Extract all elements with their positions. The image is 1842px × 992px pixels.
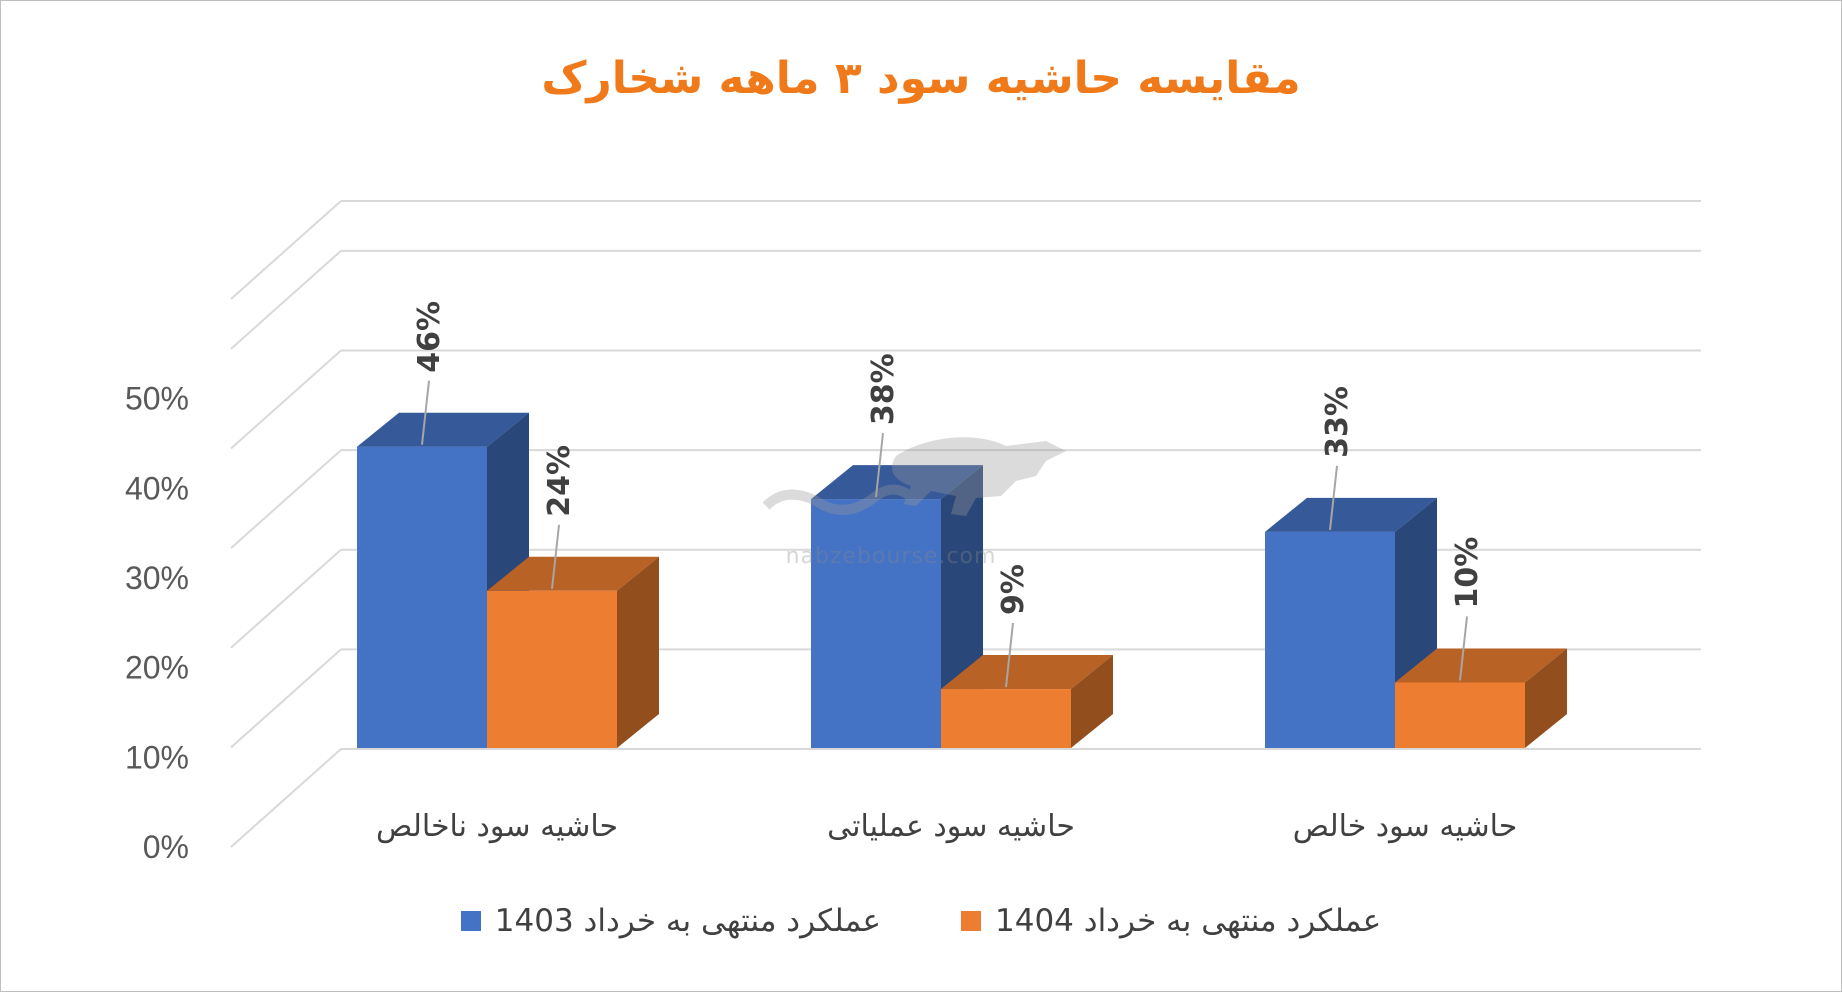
gridline (230, 249, 1701, 350)
bull-icon (762, 437, 1066, 516)
y-axis: 0% 10% 20% 30% 40% 50% (125, 381, 189, 865)
watermark-text: nabzebourse.com (785, 544, 997, 569)
legend-swatch (961, 911, 981, 931)
gridline (230, 548, 1701, 649)
category-label: حاشیه سود عملیاتی (827, 809, 1075, 844)
leader-line (1329, 465, 1338, 530)
data-label: 24% (542, 445, 577, 517)
data-labels: 46% 24% 38% 9% 33% 10% (412, 301, 1485, 688)
data-label: 9% (996, 564, 1031, 615)
y-tick-label: 40% (125, 470, 189, 506)
gridline (230, 200, 1701, 300)
chart-plot: 0% 10% 20% 30% 40% 50% 46% 24% 38% 9% 33% 10% حاشی… (125, 200, 1701, 865)
legend: عملکرد منتهی به خرداد 1404 عملکرد منتهی ب… (1, 896, 1841, 946)
legend-label: عملکرد منتهی به خرداد 1403 (494, 903, 881, 939)
watermark-logo: nabzebourse.com (746, 426, 1086, 569)
gridline (230, 349, 1701, 450)
category-label: حاشیه سود خالص (1293, 809, 1518, 844)
y-tick-label: 30% (125, 560, 189, 596)
legend-item: عملکرد منتهی به خرداد 1403 (460, 903, 881, 939)
category-label: حاشیه سود ناخالص (376, 809, 618, 844)
x-axis: حاشیه سود ناخالص حاشیه سود عملیاتی حاشیه س… (376, 809, 1517, 844)
leader-line (1459, 616, 1468, 681)
y-tick-label: 0% (143, 829, 189, 865)
y-tick-label: 10% (125, 739, 189, 775)
leader-line (1005, 622, 1014, 688)
y-tick-label: 20% (125, 650, 189, 686)
bar (941, 655, 1113, 748)
legend-item: عملکرد منتهی به خرداد 1404 (961, 903, 1381, 939)
gridline (230, 449, 1701, 549)
leader-line (551, 524, 560, 589)
data-label: 46% (412, 301, 447, 373)
y-tick-label: 50% (125, 381, 189, 417)
bars (357, 412, 1567, 748)
bar (1395, 648, 1567, 748)
legend-label: عملکرد منتهی به خرداد 1404 (995, 903, 1382, 939)
legend-swatch (460, 911, 481, 931)
data-label: 33% (1320, 386, 1355, 458)
gridline (230, 748, 1701, 848)
leader-line (421, 380, 430, 445)
leader-line (875, 432, 884, 498)
data-label: 38% (866, 353, 901, 425)
chart-title: مقایسه حاشیه سود ۳ ماهه شخارک (541, 53, 1301, 104)
data-label: 10% (1450, 537, 1485, 609)
bar (487, 556, 659, 748)
